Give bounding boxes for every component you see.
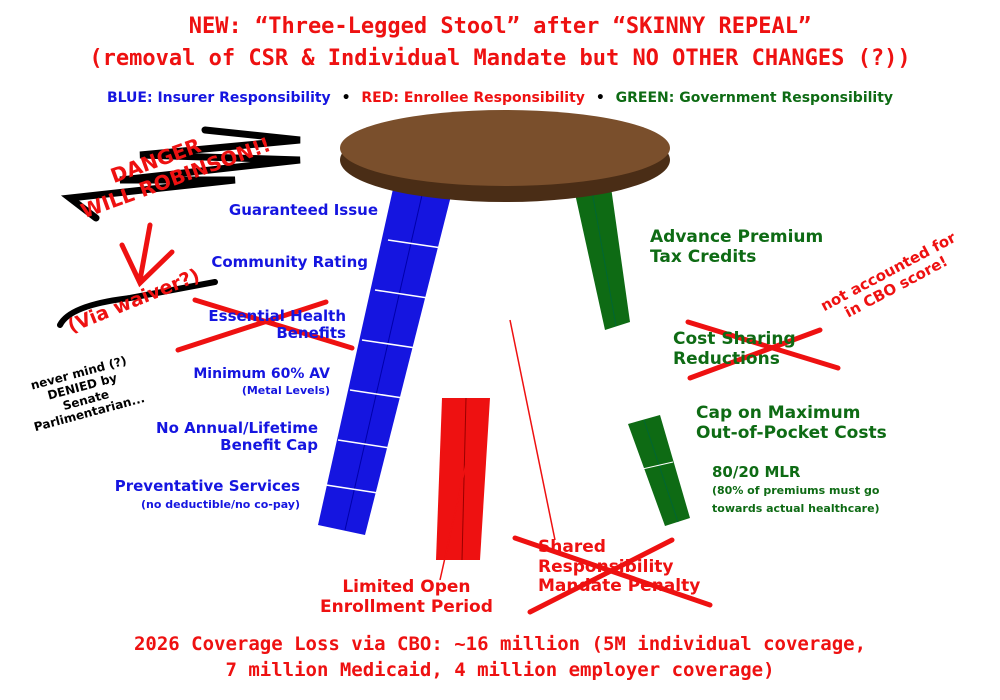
label: Cap on Maximum (696, 403, 861, 423)
legend-blue: BLUE: Insurer Responsibility (106, 90, 331, 106)
stool-seat (340, 110, 670, 202)
insurer-preventative-services: Preventative Services (no deductible/no c… (114, 477, 300, 513)
label: Advance Premium (650, 227, 824, 247)
footer-line-1: 2026 Coverage Loss via CBO: ~16 million … (133, 633, 867, 655)
enrollee-mandate-penalty: Shared Responsibility Mandate Penalty (538, 537, 701, 597)
gov-cost-sharing-reductions: Cost Sharing Reductions (673, 329, 796, 369)
label: Shared (538, 537, 606, 557)
sublabel: (Metal Levels) (241, 384, 330, 398)
stool-blue-leg (318, 180, 455, 535)
stool-green-leg-lower (628, 415, 690, 526)
cross-outs (175, 297, 841, 615)
insurer-essential-health-benefits: Essential Health Benefits (208, 307, 346, 343)
gov-out-of-pocket-cap: Cap on Maximum Out-of-Pocket Costs (696, 403, 887, 443)
title-line-2: (removal of CSR & Individual Mandate but… (89, 46, 911, 71)
label: Enrollment Period (320, 596, 493, 617)
legend-separator: • (341, 90, 351, 106)
stool-green-leg-upper (572, 179, 630, 330)
label: Reductions (673, 348, 780, 369)
label: Essential Health (208, 307, 346, 325)
legend-green: GREEN: Government Responsibility (615, 90, 894, 106)
sublabel: (80% of premiums must go (712, 484, 880, 498)
label: Cost Sharing (673, 329, 796, 349)
legend-separator: • (595, 90, 605, 106)
sublabel: (no deductible/no co-pay) (141, 498, 300, 512)
label: Benefit Cap (220, 436, 318, 455)
insurer-guaranteed-issue: Guaranteed Issue (228, 201, 378, 219)
insurer-community-rating: Community Rating (211, 253, 368, 271)
label: Mandate Penalty (538, 576, 701, 597)
scribble-danger (60, 126, 301, 222)
gov-mlr: 80/20 MLR (80% of premiums must go towards… (712, 463, 880, 516)
title-line-1: NEW: “Three-Legged Stool” after “SKINNY … (188, 14, 812, 39)
pointer-lines (439, 319, 556, 581)
label: Preventative Services (114, 477, 300, 495)
gov-premium-tax-credits: Advance Premium Tax Credits (650, 227, 824, 267)
label: Responsibility (538, 556, 674, 577)
insurer-minimum-av: Minimum 60% AV (Metal Levels) (193, 366, 330, 398)
label: Minimum 60% AV (193, 366, 330, 382)
label: Limited Open (342, 577, 471, 597)
arrow-down (119, 222, 175, 288)
footer-line-2: 7 million Medicaid, 4 million employer c… (225, 659, 775, 681)
scribble-waiver (57, 279, 218, 328)
enrollee-open-enrollment: Limited Open Enrollment Period (320, 577, 493, 617)
legend-red: RED: Enrollee Responsibility (361, 90, 585, 106)
legend: BLUE: Insurer Responsibility • RED: Enro… (0, 90, 1000, 106)
label: Tax Credits (650, 246, 757, 267)
label: No Annual/Lifetime (156, 419, 318, 437)
label: 80/20 MLR (712, 463, 801, 481)
label: Out-of-Pocket Costs (696, 422, 887, 443)
label: Benefits (276, 324, 346, 343)
sublabel: towards actual healthcare) (712, 501, 880, 515)
insurer-no-benefit-cap: No Annual/Lifetime Benefit Cap (156, 419, 318, 455)
